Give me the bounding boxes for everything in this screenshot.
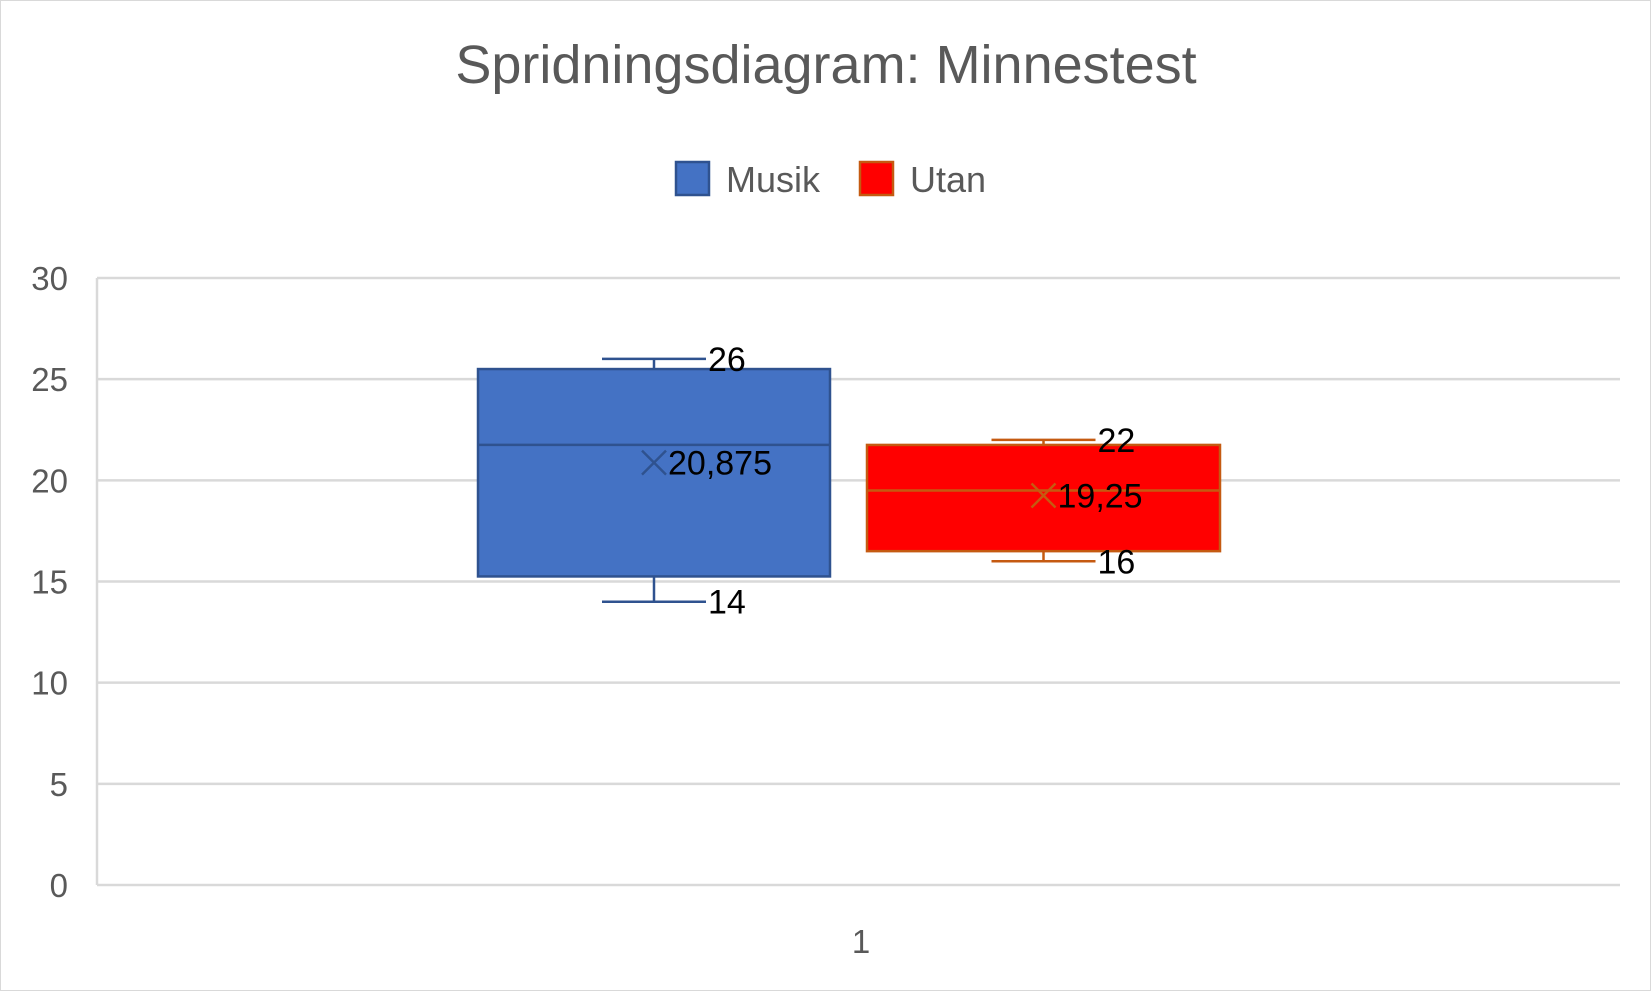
chart-title: Spridningsdiagram: Minnestest (455, 35, 1196, 95)
y-tick-label: 20 (31, 462, 68, 499)
legend-swatch-musik (674, 160, 711, 197)
legend-label-musik: Musik (726, 159, 821, 200)
x-axis: 1 (852, 923, 870, 960)
y-tick-label: 10 (31, 665, 68, 702)
y-axis: 0 5 10 15 20 25 30 (31, 260, 68, 904)
mean-marker-stroke (1030, 482, 1057, 509)
data-label-max: 22 (1098, 422, 1136, 460)
gridlines (95, 276, 1620, 887)
mean-marker (1030, 482, 1057, 509)
y-tick-label: 30 (31, 260, 68, 297)
box-iqr (865, 443, 1222, 553)
data-label-min: 16 (1098, 543, 1136, 581)
y-tick-label: 0 (50, 867, 68, 904)
y-tick-label: 15 (31, 564, 68, 601)
box-musik: 26 20,875 14 (476, 341, 832, 622)
mean-marker (641, 449, 667, 476)
x-tick-label: 1 (852, 923, 870, 960)
y-tick-label: 5 (50, 766, 68, 803)
data-label-min: 14 (708, 584, 746, 622)
box-series: 26 20,875 14 22 19,25 16 (476, 341, 1222, 622)
box-iqr (476, 367, 832, 578)
y-tick-label: 25 (31, 361, 68, 398)
legend: Musik Utan (674, 159, 986, 200)
data-label-max: 26 (708, 341, 746, 379)
data-label-mean: 20,875 (668, 445, 772, 483)
box-utan: 22 19,25 16 (865, 422, 1222, 581)
legend-swatch-utan (858, 160, 895, 197)
data-label-mean: 19,25 (1058, 478, 1143, 516)
mean-marker-stroke (641, 449, 667, 476)
legend-label-utan: Utan (910, 159, 986, 200)
